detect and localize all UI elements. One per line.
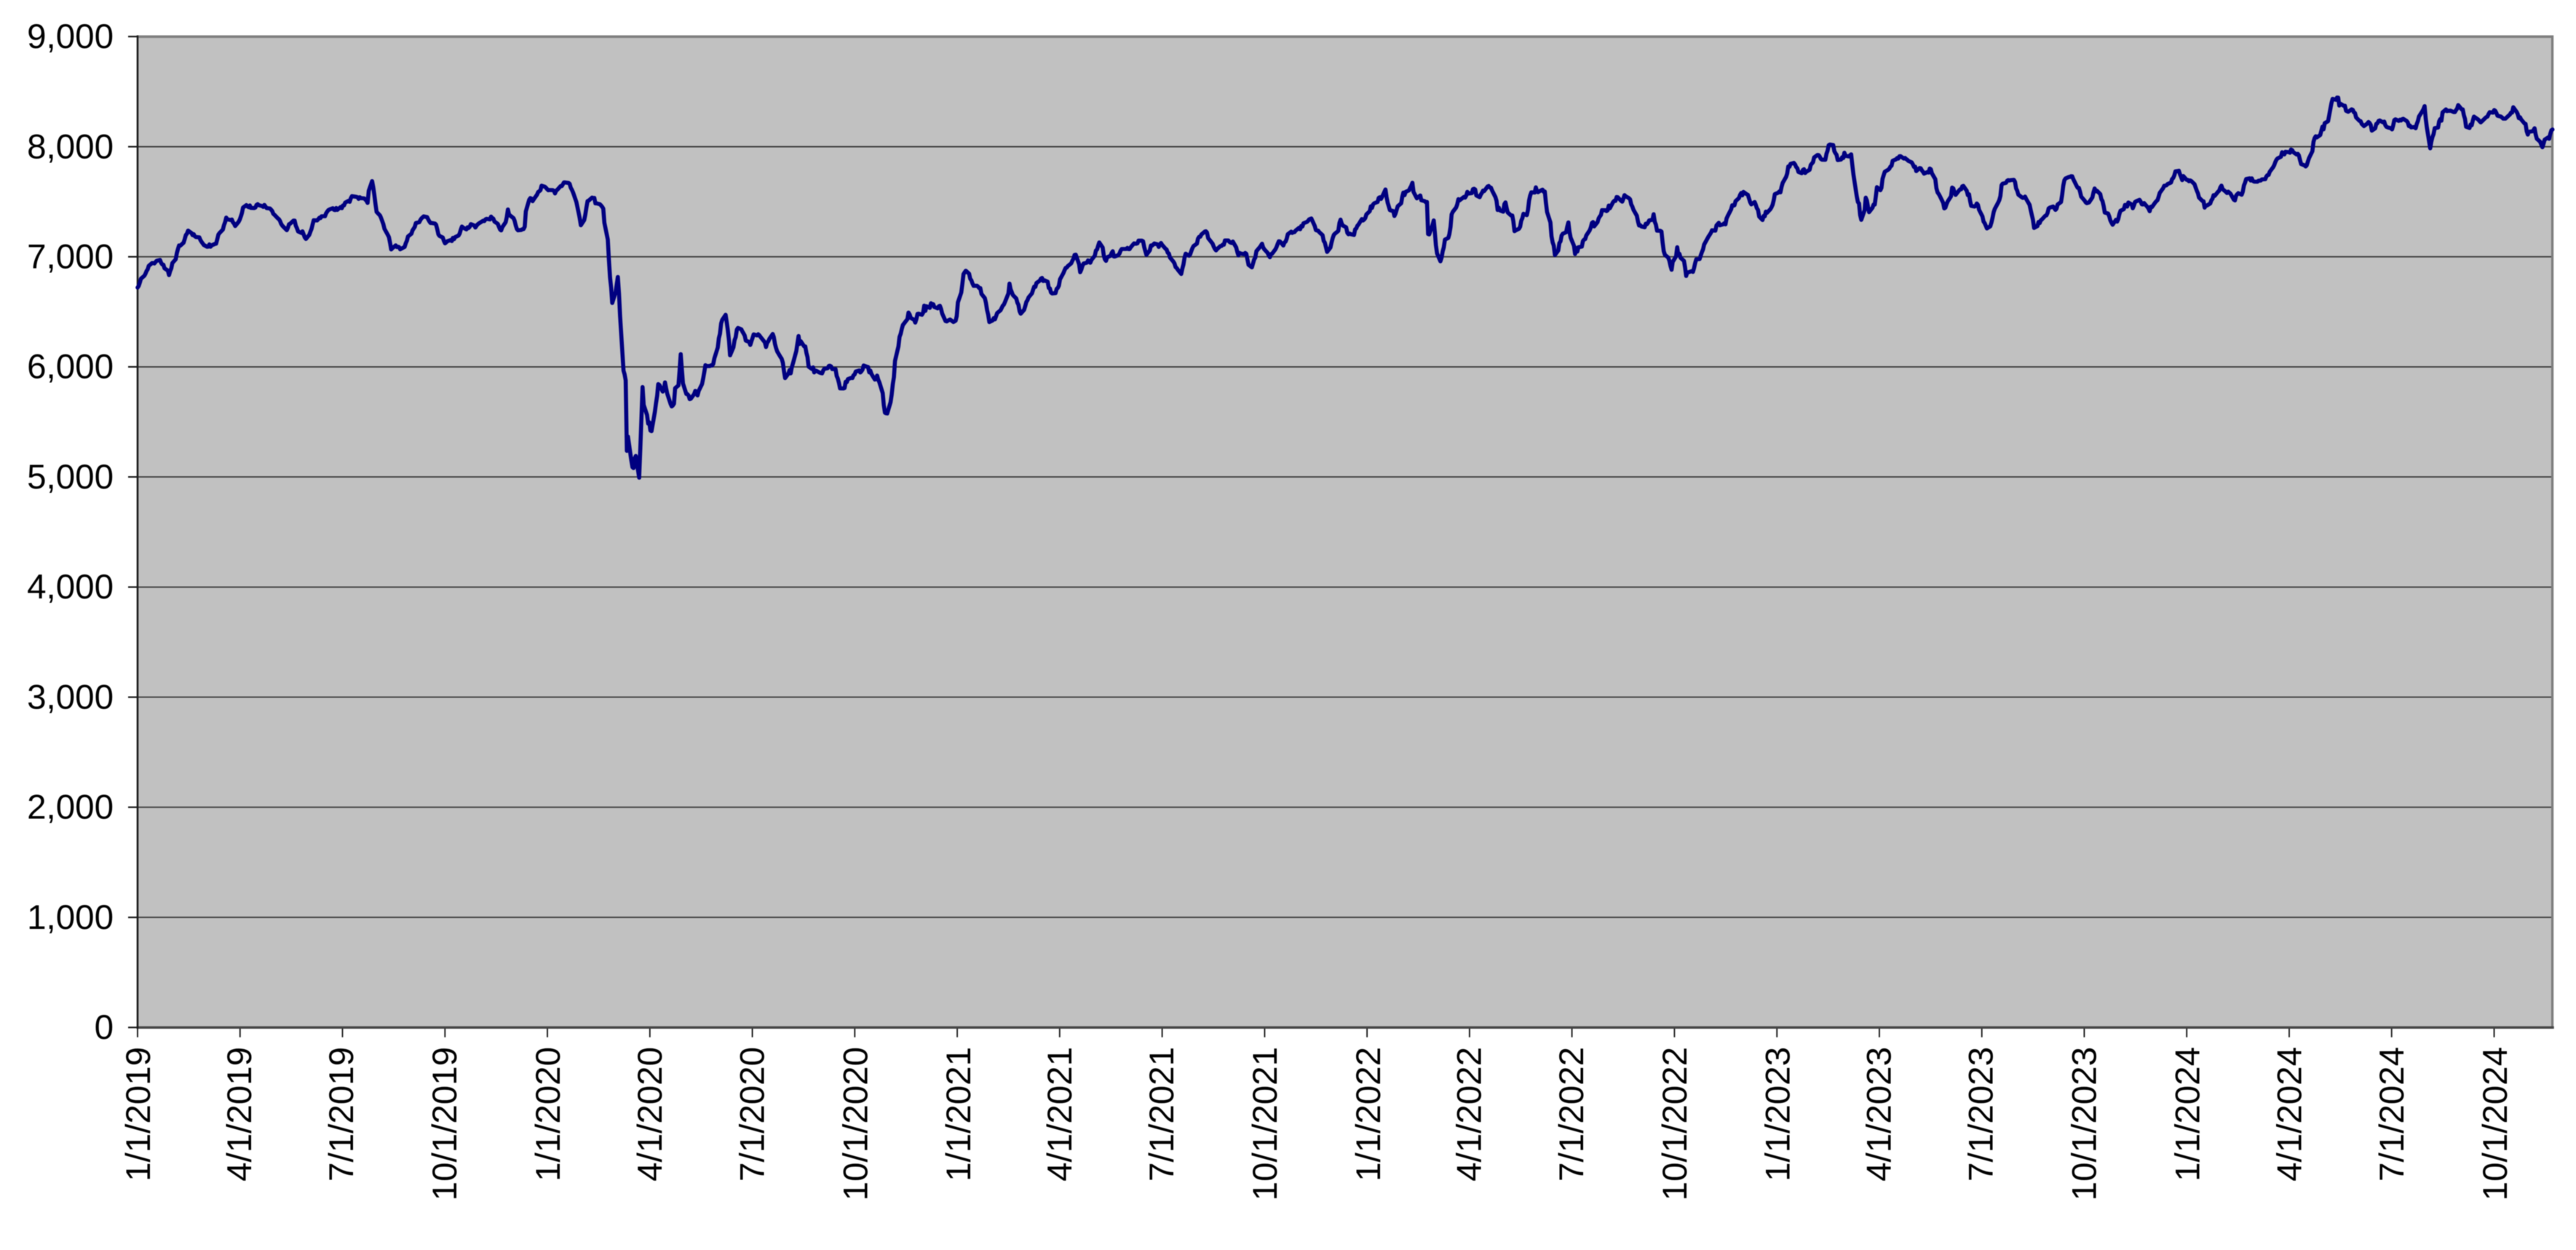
svg-text:1,000: 1,000 — [27, 898, 114, 937]
svg-text:10/1/2024: 10/1/2024 — [2476, 1047, 2515, 1200]
svg-text:7/1/2024: 7/1/2024 — [2373, 1047, 2411, 1182]
svg-text:4/1/2024: 4/1/2024 — [2271, 1047, 2310, 1182]
svg-text:4/1/2019: 4/1/2019 — [221, 1047, 259, 1182]
svg-text:4/1/2023: 4/1/2023 — [1860, 1047, 1898, 1182]
svg-text:2,000: 2,000 — [27, 788, 114, 827]
svg-text:10/1/2019: 10/1/2019 — [426, 1047, 464, 1200]
svg-text:4/1/2020: 4/1/2020 — [631, 1047, 670, 1182]
svg-text:10/1/2022: 10/1/2022 — [1656, 1047, 1695, 1200]
svg-text:3,000: 3,000 — [27, 678, 114, 716]
svg-text:7/1/2019: 7/1/2019 — [322, 1047, 361, 1182]
svg-text:7/1/2021: 7/1/2021 — [1143, 1047, 1181, 1182]
svg-text:1/1/2023: 1/1/2023 — [1759, 1047, 1798, 1182]
svg-text:7/1/2023: 7/1/2023 — [1962, 1047, 2001, 1182]
svg-text:1/1/2022: 1/1/2022 — [1350, 1047, 1388, 1182]
svg-text:10/1/2023: 10/1/2023 — [2066, 1047, 2104, 1200]
svg-text:1/1/2020: 1/1/2020 — [529, 1047, 568, 1182]
svg-text:6,000: 6,000 — [27, 348, 114, 387]
svg-text:9,000: 9,000 — [27, 17, 114, 56]
svg-text:0: 0 — [95, 1008, 114, 1047]
svg-text:7/1/2020: 7/1/2020 — [734, 1047, 772, 1182]
svg-text:4/1/2021: 4/1/2021 — [1041, 1047, 1079, 1182]
svg-text:8,000: 8,000 — [27, 127, 114, 166]
svg-text:4,000: 4,000 — [27, 568, 114, 606]
svg-text:1/1/2024: 1/1/2024 — [2168, 1047, 2207, 1182]
svg-text:10/1/2021: 10/1/2021 — [1246, 1047, 1285, 1200]
svg-text:5,000: 5,000 — [27, 458, 114, 497]
svg-text:7/1/2022: 7/1/2022 — [1553, 1047, 1591, 1182]
svg-text:4/1/2022: 4/1/2022 — [1451, 1047, 1489, 1182]
svg-text:1/1/2019: 1/1/2019 — [119, 1047, 158, 1182]
svg-text:7,000: 7,000 — [27, 238, 114, 277]
svg-text:10/1/2020: 10/1/2020 — [836, 1047, 875, 1200]
svg-text:1/1/2021: 1/1/2021 — [940, 1047, 978, 1182]
